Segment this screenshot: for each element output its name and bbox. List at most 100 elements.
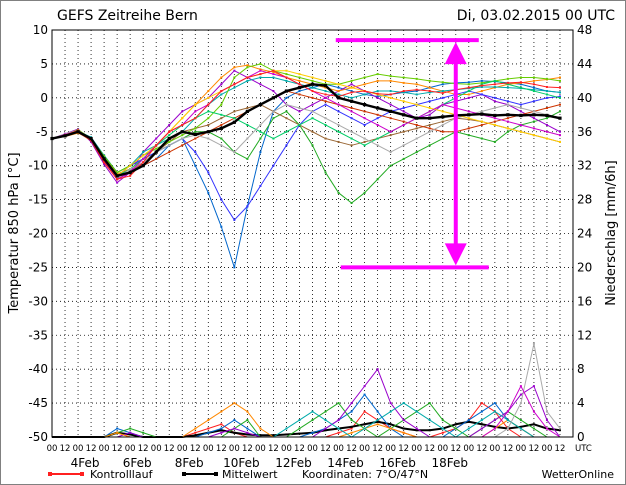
x-hour-tick-9: 12 <box>164 444 175 454</box>
temp-point-m02-27 <box>402 157 405 160</box>
temp-point-m02-11 <box>194 130 197 133</box>
temp-point-m03-8 <box>155 137 158 140</box>
temp-point-m12-22 <box>337 83 340 86</box>
temp-point-m07-33 <box>480 93 483 96</box>
temp-point-m04-22 <box>337 90 340 93</box>
temp-point-Kontrolllauf-32 <box>467 86 470 89</box>
precip-point-m02-36 <box>519 419 522 422</box>
precip-point-m01-20 <box>311 431 314 434</box>
precip-point-Kontrolllauf-11 <box>194 431 197 434</box>
temp-point-Mittelwert-36 <box>519 113 523 118</box>
x-date-tick-3: 10Feb <box>223 456 260 470</box>
temp-point-m02-21 <box>324 171 327 174</box>
precip-point-Mittelwert-27 <box>402 427 405 430</box>
precip-point-m01-15 <box>246 427 249 430</box>
precip-point-Mittelwert-31 <box>454 423 457 426</box>
temp-point-m08-16 <box>259 62 262 65</box>
temp-point-m04-26 <box>389 79 392 82</box>
temp-point-m01-16 <box>259 151 262 154</box>
temp-point-m04-13 <box>220 76 223 79</box>
temp-point-m11-22 <box>337 123 340 126</box>
temp-point-m05-18 <box>285 79 288 82</box>
temp-point-m11-21 <box>324 117 327 120</box>
x-axis-date-ticks: 4Feb 6Feb 8Feb 10Feb 12Feb 14Feb 16Feb 18Feb <box>71 456 468 470</box>
temp-point-Mittelwert-18 <box>284 89 289 93</box>
precip-line-Mittelwert <box>52 420 561 438</box>
precip-point-m05-25 <box>376 419 379 422</box>
temp-point-m11-16 <box>259 123 262 126</box>
x-hour-tick-18: 00 <box>281 444 292 454</box>
temp-point-m04-21 <box>324 86 327 89</box>
temp-point-m10-9 <box>168 134 171 137</box>
x-hour-tick-2: 00 <box>73 444 84 454</box>
precip-point-m13-38 <box>545 427 548 430</box>
x-hour-tick-14: 00 <box>229 444 240 454</box>
precip-point-Mittelwert-14 <box>233 431 236 434</box>
temp-point-Mittelwert-22 <box>336 96 341 100</box>
temp-point-m05-7 <box>142 151 145 154</box>
y-right-tick-11: 4 <box>577 396 585 410</box>
x-hour-tick-15: 12 <box>242 444 253 454</box>
temp-point-m06-20 <box>311 130 314 133</box>
precip-point-Mittelwert-37 <box>532 423 535 426</box>
temp-point-m08-30 <box>441 81 444 84</box>
temp-point-m11-10 <box>181 137 184 140</box>
precip-point-m05-19 <box>298 419 301 422</box>
x-hour-tick-6: 00 <box>125 444 136 454</box>
temp-point-m08-35 <box>506 77 509 80</box>
x-hour-tick-24: 00 <box>359 444 370 454</box>
temp-point-m11-17 <box>272 110 275 113</box>
temp-point-m09-24 <box>363 110 366 113</box>
temp-point-m13-24 <box>363 117 366 120</box>
temp-line-m12 <box>51 70 561 177</box>
temp-point-m04-17 <box>272 71 275 74</box>
temp-point-m12-32 <box>467 117 470 120</box>
temp-point-m01-22 <box>337 86 340 89</box>
temp-point-Mittelwert-1 <box>63 134 67 138</box>
x-hour-tick-16: 00 <box>255 444 266 454</box>
temp-point-m01-19 <box>298 90 301 93</box>
temp-point-m12-38 <box>545 137 548 140</box>
temp-point-m04-15 <box>246 64 249 67</box>
temp-point-m07-37 <box>532 100 535 103</box>
temp-point-m05-26 <box>389 90 392 93</box>
temp-point-m08-33 <box>480 81 483 84</box>
temp-point-m06-12 <box>207 123 210 126</box>
temp-point-m05-14 <box>233 86 236 89</box>
precip-point-Mittelwert-32 <box>467 420 470 423</box>
temp-point-m08-28 <box>415 77 418 80</box>
temp-point-m03-36 <box>519 110 522 113</box>
temp-point-m11-14 <box>233 151 236 154</box>
temp-point-Mittelwert-37 <box>532 113 536 117</box>
temp-point-m11-9 <box>168 144 171 147</box>
temp-point-m01-36 <box>519 83 522 86</box>
precip-point-Kontrolllauf-22 <box>337 431 340 434</box>
temp-point-m05-23 <box>350 96 353 99</box>
precip-point-m03-15 <box>246 431 249 434</box>
legend-control-label: Kontrolllauf <box>90 468 154 481</box>
x-hour-tick-37: 12 <box>529 444 540 454</box>
precip-point-m05-27 <box>402 402 405 405</box>
temp-point-m07-21 <box>324 103 327 106</box>
precip-point-m02-29 <box>428 402 431 405</box>
temp-point-Kontrolllauf-34 <box>493 83 496 86</box>
temp-point-m10-17 <box>272 137 275 140</box>
temp-point-m04-33 <box>480 90 483 93</box>
temp-point-m05-20 <box>311 86 314 89</box>
precip-point-m11-37 <box>532 342 535 345</box>
temp-point-m06-24 <box>363 140 366 143</box>
y-right-tick-7: 20 <box>577 260 592 274</box>
x-hour-tick-25: 12 <box>372 444 383 454</box>
temp-point-m13-30 <box>441 103 444 106</box>
y-right-tick-8: 16 <box>577 294 592 308</box>
temp-point-m12-28 <box>415 103 418 106</box>
precip-point-m02-15 <box>246 419 249 422</box>
temp-point-m06-18 <box>285 117 288 120</box>
temp-point-m11-34 <box>493 107 496 110</box>
precip-point-m11-39 <box>558 427 561 430</box>
temp-point-m08-14 <box>233 76 236 79</box>
temp-point-m04-37 <box>532 79 535 82</box>
temp-point-m11-33 <box>480 110 483 113</box>
temp-point-m12-19 <box>298 73 301 76</box>
x-date-tick-4: 12Feb <box>275 456 312 470</box>
